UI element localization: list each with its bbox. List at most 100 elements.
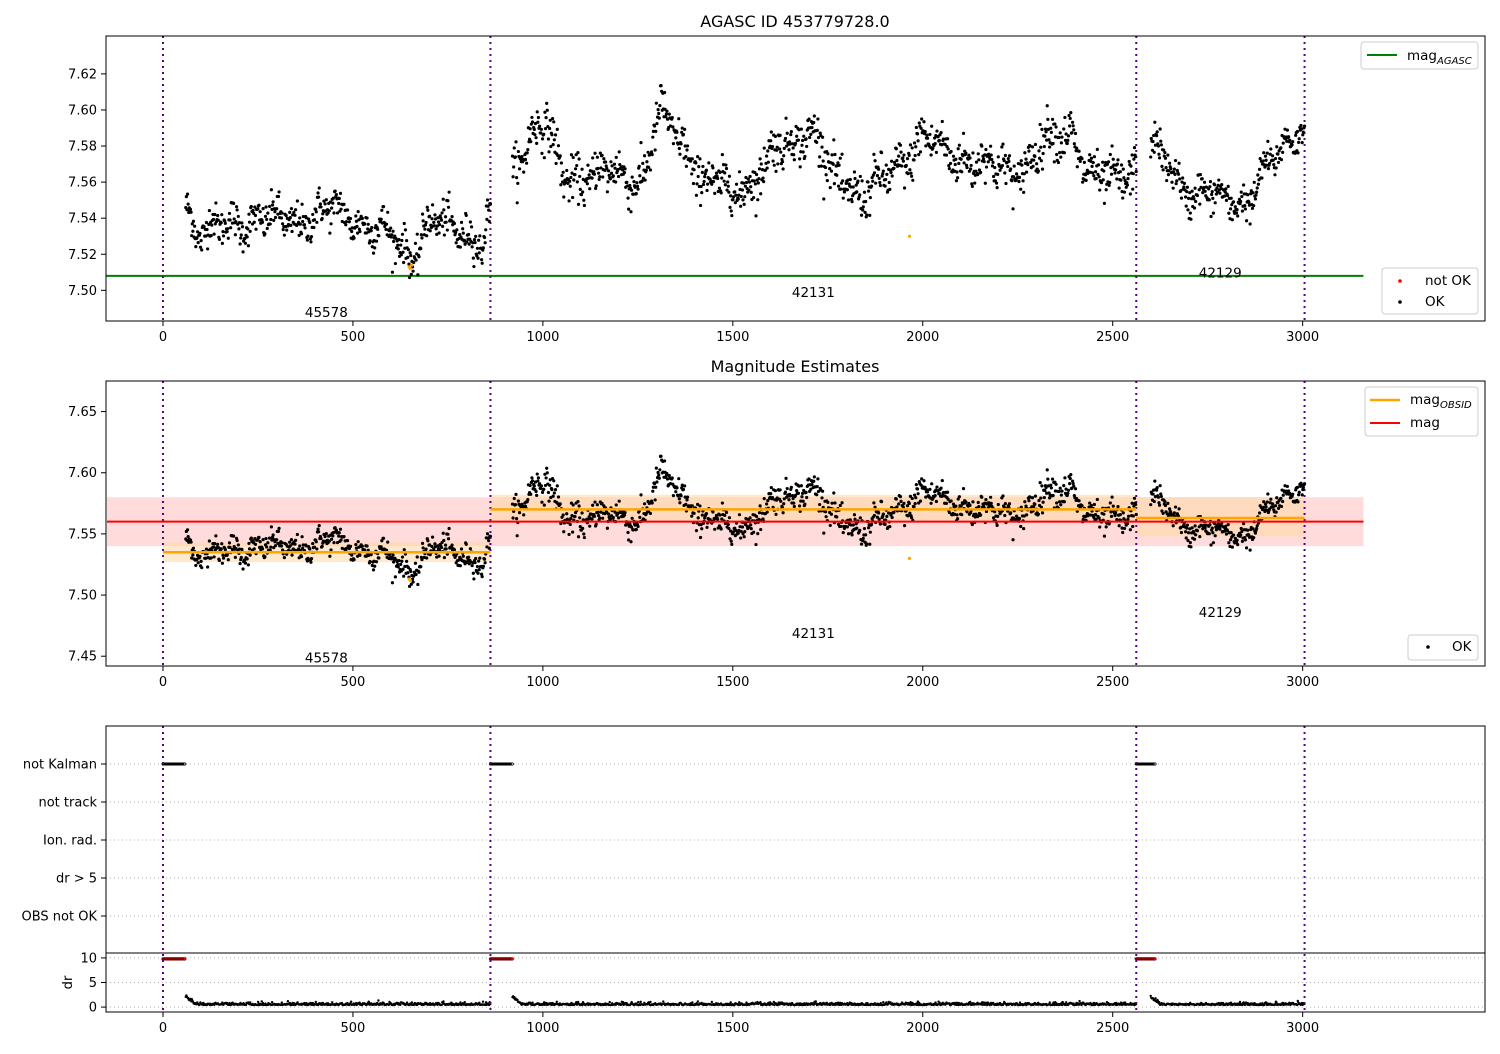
- ok-point: [1039, 123, 1042, 126]
- ok-point: [573, 515, 576, 518]
- ok-point: [416, 233, 419, 236]
- ok-point: [520, 155, 523, 158]
- ok-point: [306, 238, 309, 241]
- ok-point: [310, 557, 313, 560]
- ok-point: [830, 502, 833, 505]
- ok-point: [186, 528, 189, 531]
- ok-point: [1097, 163, 1100, 166]
- ok-point: [705, 526, 708, 529]
- ok-point: [1189, 545, 1192, 548]
- ok-point: [358, 554, 361, 557]
- ok-point: [294, 208, 297, 211]
- ok-point: [574, 167, 577, 170]
- ok-point: [455, 241, 458, 244]
- ok-point: [1208, 523, 1211, 526]
- ok-point: [782, 511, 785, 514]
- ok-point: [1209, 543, 1212, 546]
- ok-point: [1033, 155, 1036, 158]
- ok-point: [392, 240, 395, 243]
- ok-point: [1183, 182, 1186, 185]
- ok-point: [1040, 159, 1043, 162]
- ok-point: [647, 166, 650, 169]
- ok-point: [391, 581, 394, 584]
- ok-point: [865, 542, 868, 545]
- ok-point: [775, 149, 778, 152]
- ok-point: [1096, 148, 1099, 151]
- ok-point: [591, 504, 594, 507]
- ok-point: [971, 185, 974, 188]
- ok-point: [725, 167, 728, 170]
- ok-point: [1275, 511, 1278, 514]
- ok-point: [331, 202, 334, 205]
- ok-point: [330, 538, 333, 541]
- ok-point: [654, 486, 657, 489]
- ok-point: [1060, 490, 1063, 493]
- y-tick-label-7.50: 7.50: [68, 284, 97, 299]
- ok-point: [226, 230, 229, 233]
- ok-point: [635, 181, 638, 184]
- ok-point: [368, 560, 371, 563]
- ok-point: [954, 505, 957, 508]
- ok-point: [1067, 489, 1070, 492]
- ok-point: [876, 174, 879, 177]
- ok-point: [540, 484, 543, 487]
- ok-point: [883, 184, 886, 187]
- ok-point: [977, 501, 980, 504]
- ok-point: [560, 174, 563, 177]
- ok-point: [1186, 524, 1189, 527]
- ok-point: [677, 477, 680, 480]
- ok-point: [1264, 159, 1267, 162]
- ok-point: [716, 518, 719, 521]
- ok-point: [569, 185, 572, 188]
- ok-point: [1240, 191, 1243, 194]
- ok-point: [486, 205, 489, 208]
- ok-point: [774, 489, 777, 492]
- ok-point: [1155, 134, 1158, 137]
- ok-point: [443, 556, 446, 559]
- y-tick-label-7.60: 7.60: [68, 466, 97, 481]
- y-tick-label-7.56: 7.56: [68, 176, 97, 191]
- ok-point: [476, 572, 479, 575]
- ok-point: [442, 208, 445, 211]
- ok-point: [232, 535, 235, 538]
- ok-point: [424, 221, 427, 224]
- ok-point: [809, 133, 812, 136]
- ok-point: [240, 556, 243, 559]
- ok-point: [1164, 157, 1167, 160]
- ok-point: [433, 542, 436, 545]
- ok-point: [1191, 190, 1194, 193]
- ok-point: [394, 575, 397, 578]
- ok-point: [771, 159, 774, 162]
- ok-point: [1296, 151, 1299, 154]
- ok-point: [370, 229, 373, 232]
- ok-point: [830, 153, 833, 156]
- ok-point: [699, 204, 702, 207]
- ok-point: [289, 224, 292, 227]
- ok-point: [1235, 211, 1238, 214]
- ok-point: [805, 145, 808, 148]
- ok-point: [253, 221, 256, 224]
- ok-point: [786, 487, 789, 490]
- ok-point: [522, 170, 525, 173]
- ok-point: [1211, 190, 1214, 193]
- ok-point: [835, 515, 838, 518]
- ok-point: [962, 487, 965, 490]
- ok-point: [263, 232, 266, 235]
- ok-point: [319, 202, 322, 205]
- ok-point: [737, 197, 740, 200]
- ok-point: [1119, 513, 1122, 516]
- dr-point: [411, 1001, 413, 1003]
- ok-point: [1262, 159, 1265, 162]
- ok-point: [1090, 157, 1093, 160]
- ok-point: [200, 239, 203, 242]
- ok-point: [1180, 197, 1183, 200]
- ok-point: [424, 547, 427, 550]
- ok-point: [299, 223, 302, 226]
- ok-point: [945, 153, 948, 156]
- ok-point: [912, 505, 915, 508]
- ok-point: [1116, 505, 1119, 508]
- ok-point: [723, 171, 726, 174]
- ok-point: [334, 190, 337, 193]
- ok-point: [766, 511, 769, 514]
- ok-point: [1095, 518, 1098, 521]
